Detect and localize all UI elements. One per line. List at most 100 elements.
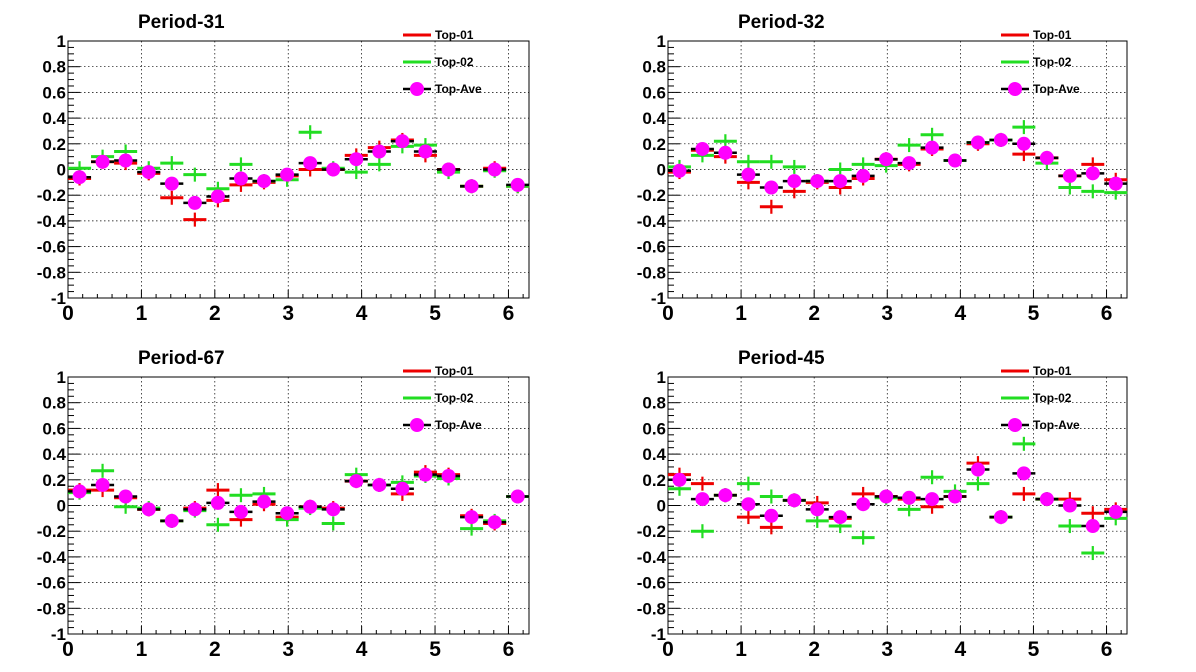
marker-dot: [141, 502, 156, 517]
marker-dot: [233, 171, 248, 186]
y-tick-label: 0.8: [42, 394, 66, 413]
legend-swatch: [410, 82, 424, 96]
data-point-top-ave: [206, 495, 230, 510]
data-point-top-02: [920, 127, 944, 142]
marker-dot: [164, 513, 179, 528]
x-tick-label: 2: [209, 302, 221, 325]
marker-dot: [970, 135, 985, 150]
data-point-top-ave: [68, 484, 92, 499]
data-point-top-ave: [137, 502, 161, 517]
data-point-top-ave: [506, 177, 530, 192]
marker-dot: [1062, 168, 1077, 183]
data-point-top-ave: [1012, 466, 1036, 481]
y-tick-label: -0.4: [37, 548, 67, 567]
x-tick-label: 1: [735, 302, 747, 325]
x-tick-label: 1: [136, 302, 148, 325]
data-point-top-02: [966, 476, 990, 491]
data-point-top-ave: [483, 162, 507, 177]
data-point-top-ave: [160, 176, 184, 191]
marker-dot: [925, 140, 940, 155]
legend-label: Top-01: [1033, 364, 1072, 378]
chart-title: Period-45: [738, 348, 825, 369]
data-point-top-ave: [782, 493, 806, 508]
x-tick-label: 1: [735, 638, 747, 661]
marker-dot: [1016, 466, 1031, 481]
marker-dot: [1108, 176, 1123, 191]
data-point-top-ave: [1081, 166, 1105, 181]
x-tick-label: 5: [1028, 638, 1040, 661]
legend-item-top-02: Top-02: [403, 391, 474, 405]
marker-dot: [833, 174, 848, 189]
marker-dot: [256, 174, 271, 189]
data-point-top-ave: [367, 477, 391, 492]
chart-title: Period-31: [138, 12, 225, 33]
data-point-top-ave: [759, 180, 783, 195]
y-tick-label: -0.4: [37, 212, 67, 231]
data-point-top-ave: [897, 156, 921, 171]
data-point-top-ave: [460, 510, 484, 525]
data-point-top-ave: [460, 179, 484, 194]
legend-label: Top-Ave: [1033, 82, 1080, 96]
marker-dot: [510, 489, 525, 504]
data-point-top-01: [1081, 506, 1105, 521]
marker-dot: [210, 495, 225, 510]
y-tick-label: 0.8: [642, 58, 666, 77]
legend: Top-01 Top-02 Top-Ave: [1001, 364, 1080, 432]
data-point-top-ave: [736, 167, 760, 182]
marker-dot: [925, 492, 940, 507]
data-point-top-ave: [759, 508, 783, 523]
data-point-top-ave: [1035, 150, 1059, 165]
marker-dot: [418, 467, 433, 482]
x-tick-label: 0: [662, 638, 674, 661]
marker-dot: [856, 168, 871, 183]
marker-dot: [210, 189, 225, 204]
data-point-top-ave: [920, 492, 944, 507]
legend: Top-01 Top-02 Top-Ave: [1001, 28, 1080, 96]
data-point-top-02: [759, 489, 783, 504]
data-point-top-ave: [183, 195, 207, 210]
marker-dot: [764, 508, 779, 523]
marker-dot: [1108, 504, 1123, 519]
data-point-top-ave: [690, 492, 714, 507]
marker-dot: [164, 176, 179, 191]
data-point-top-ave: [1012, 136, 1036, 151]
y-tick-label: 0.6: [642, 83, 666, 102]
data-point-top-01: [736, 510, 760, 525]
series-top-ave: [668, 462, 1128, 534]
y-tick-label: 0.6: [42, 419, 66, 438]
legend-label: Top-02: [435, 55, 474, 69]
legend-label: Top-Ave: [435, 418, 482, 432]
data-point-top-ave: [506, 489, 530, 504]
data-point-top-ave: [68, 170, 92, 185]
y-tick-label: 0.6: [642, 419, 666, 438]
data-point-top-ave: [160, 513, 184, 528]
x-tick-label: 0: [62, 638, 74, 661]
legend-label: Top-01: [435, 364, 474, 378]
marker-dot: [280, 506, 295, 521]
legend-swatch: [1008, 418, 1022, 432]
x-tick-label: 5: [429, 638, 441, 661]
chart-panel-3: Period-67 -1 -0.8 -0.6 -0.4 -0.2 0 0.2 0.4 0.6 0.8…: [37, 348, 530, 661]
x-tick-label: 3: [881, 302, 893, 325]
legend-label: Top-02: [435, 391, 474, 405]
y-tick-label: -0.6: [37, 574, 66, 593]
data-point-top-ave: [874, 489, 898, 504]
data-point-top-ave: [252, 174, 276, 189]
marker-dot: [395, 134, 410, 149]
legend-label: Top-01: [435, 28, 474, 42]
data-point-top-ave: [1035, 492, 1059, 507]
x-tick-label: 2: [808, 638, 820, 661]
legend-label: Top-Ave: [1033, 418, 1080, 432]
y-tick-label: -0.6: [37, 238, 66, 257]
marker-dot: [695, 492, 710, 507]
data-point-top-ave: [298, 156, 322, 171]
marker-dot: [372, 477, 387, 492]
data-point-top-ave: [943, 489, 967, 504]
marker-dot: [741, 497, 756, 512]
data-point-top-ave: [390, 481, 414, 496]
data-point-top-02: [736, 476, 760, 491]
data-point-top-ave: [206, 189, 230, 204]
data-point-top-02: [91, 463, 115, 478]
x-tick-label: 2: [209, 638, 221, 661]
legend-swatch: [1008, 82, 1022, 96]
